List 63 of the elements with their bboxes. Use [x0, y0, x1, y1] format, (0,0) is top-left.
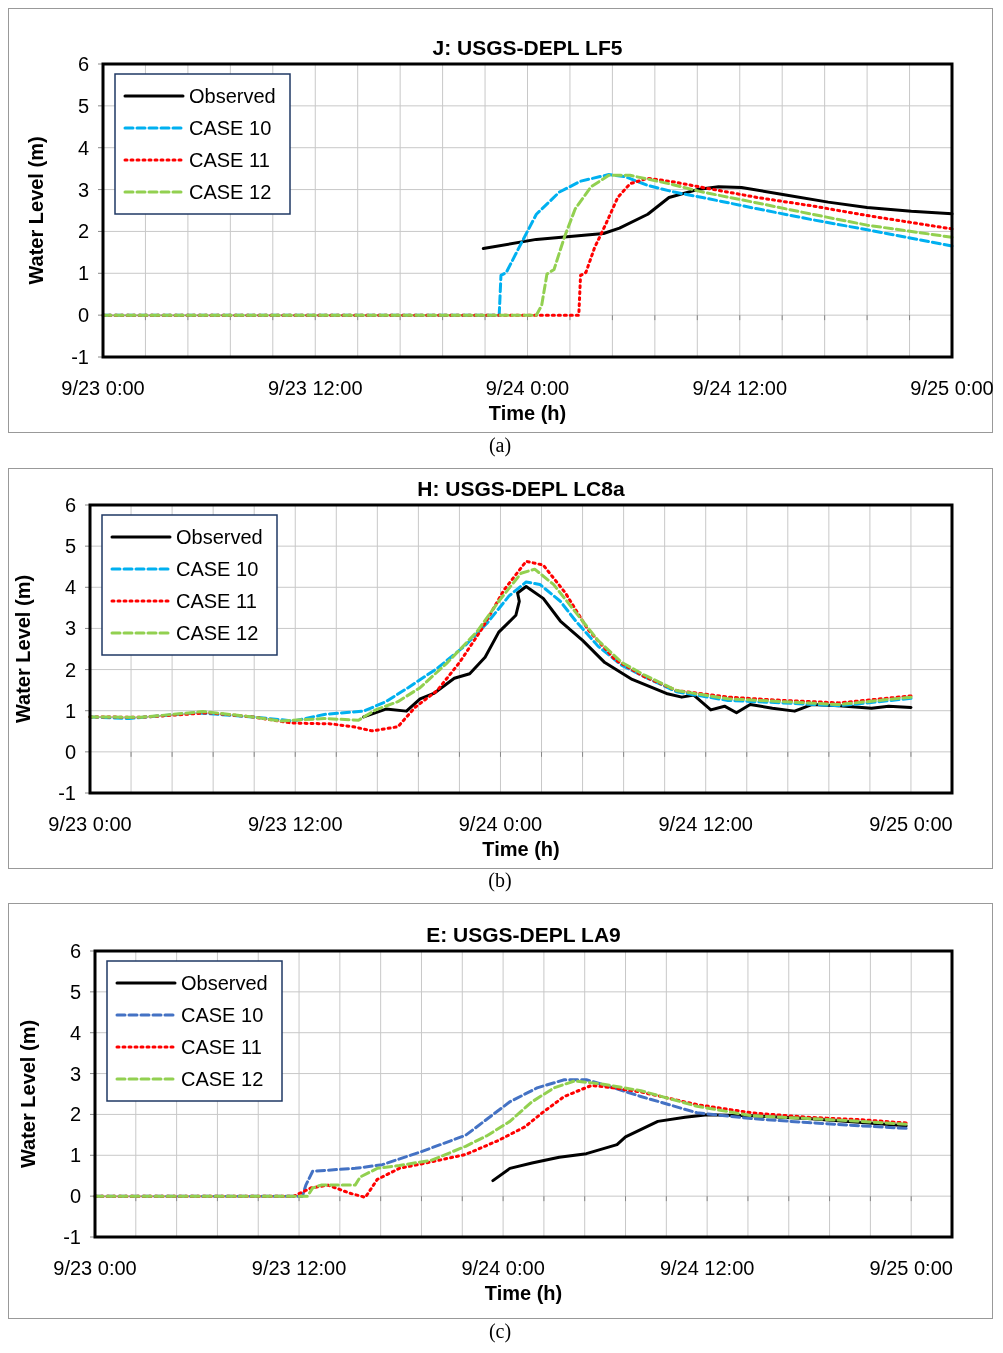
- y-tick-label: 3: [77, 178, 89, 201]
- y-axis-title: Water Level (m): [17, 1019, 39, 1169]
- y-tick-label: 6: [69, 940, 81, 962]
- legend-label: CASE 12: [176, 622, 259, 644]
- y-tick-label: 1: [64, 699, 76, 722]
- y-tick-label: 2: [69, 1103, 81, 1126]
- y-tick-label: -1: [63, 1226, 81, 1248]
- x-tick-label: 9/24 12:00: [659, 1257, 755, 1279]
- x-tick-label: 9/25 0:00: [869, 813, 953, 835]
- y-tick-label: 0: [69, 1185, 81, 1208]
- legend-label: Observed: [176, 526, 263, 548]
- x-axis-title: Time (h): [482, 838, 560, 860]
- legend-label: CASE 10: [189, 117, 272, 139]
- x-tick-label: 9/23 12:00: [251, 1257, 347, 1279]
- y-tick-label: 4: [77, 136, 89, 159]
- legend-label: Observed: [181, 972, 268, 994]
- y-tick-label: 6: [77, 53, 89, 75]
- x-tick-label: 9/24 0:00: [485, 377, 570, 399]
- x-tick-label: 9/23 12:00: [267, 377, 363, 399]
- x-tick-label: 9/23 0:00: [53, 1257, 137, 1279]
- x-axis-title: Time (h): [484, 1282, 563, 1304]
- chart-title: E: USGS-DEPL LA9: [426, 923, 621, 946]
- y-tick-label: -1: [71, 346, 89, 368]
- y-tick-label: 1: [69, 1144, 81, 1167]
- y-axis-title: Water Level (m): [12, 574, 34, 724]
- y-tick-label: 4: [69, 1021, 81, 1044]
- x-tick-label: 9/24 0:00: [458, 813, 543, 835]
- x-tick-label: 9/24 12:00: [658, 813, 753, 835]
- legend-label: CASE 12: [181, 1068, 264, 1090]
- y-tick-label: 2: [77, 220, 89, 243]
- x-tick-label: 9/23 0:00: [61, 377, 145, 399]
- x-axis-title: Time (h): [488, 402, 567, 424]
- text: (b): [488, 869, 512, 892]
- text: (c): [488, 1320, 512, 1343]
- text: (a): [488, 434, 512, 457]
- legend-label: CASE 11: [181, 1036, 262, 1058]
- x-tick-label: 9/23 12:00: [247, 813, 343, 835]
- chart-title: J: USGS-DEPL LF5: [432, 36, 623, 59]
- legend-label: CASE 10: [181, 1004, 264, 1026]
- x-tick-label: 9/25 0:00: [910, 377, 994, 399]
- y-tick-label: 2: [64, 658, 76, 681]
- x-tick-label: 9/24 0:00: [461, 1257, 545, 1279]
- y-tick-label: 0: [77, 304, 89, 327]
- chart-title: H: USGS-DEPL LC8a: [417, 477, 625, 500]
- y-tick-label: 6: [64, 494, 76, 516]
- y-axis-title: Water Level (m): [25, 136, 47, 285]
- x-tick-label: 9/24 12:00: [692, 377, 788, 399]
- y-tick-label: 5: [77, 94, 89, 117]
- legend-label: CASE 11: [189, 149, 270, 171]
- y-tick-label: -1: [58, 782, 76, 804]
- legend-label: Observed: [189, 85, 276, 107]
- y-tick-label: 3: [69, 1062, 81, 1085]
- x-tick-label: 9/25 0:00: [869, 1257, 953, 1279]
- y-tick-label: 5: [69, 980, 81, 1003]
- legend-label: CASE 11: [176, 590, 257, 612]
- legend-label: CASE 10: [176, 558, 259, 580]
- y-tick-label: 3: [64, 617, 76, 640]
- y-tick-label: 1: [77, 262, 89, 285]
- y-tick-label: 0: [64, 740, 76, 763]
- x-tick-label: 9/23 0:00: [48, 813, 132, 835]
- y-tick-label: 5: [64, 535, 76, 558]
- y-tick-label: 4: [64, 576, 76, 599]
- legend-label: CASE 12: [189, 181, 272, 203]
